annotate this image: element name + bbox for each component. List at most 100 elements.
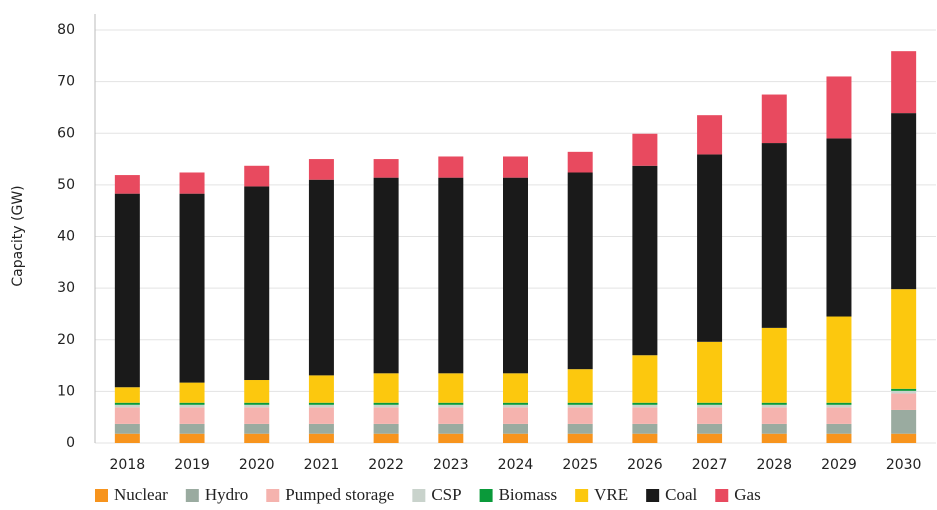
bar-segment bbox=[438, 156, 464, 178]
bar-segment bbox=[308, 407, 334, 424]
legend-swatch bbox=[479, 489, 493, 502]
legend-label: VRE bbox=[594, 485, 628, 504]
bar-segment bbox=[438, 177, 464, 374]
bar-segment bbox=[697, 423, 723, 434]
bar-segment bbox=[826, 76, 852, 139]
bar-segment bbox=[373, 159, 399, 178]
legend-swatch bbox=[412, 489, 426, 502]
bar-segment bbox=[826, 423, 852, 434]
bar-segment bbox=[503, 433, 528, 443]
legend-swatch bbox=[95, 489, 108, 502]
bar-segment bbox=[179, 172, 205, 194]
bar-segment bbox=[244, 404, 270, 408]
bar-segment bbox=[114, 433, 140, 443]
bar-segment bbox=[503, 407, 528, 424]
bar-segment bbox=[438, 407, 464, 424]
bar-segment bbox=[891, 433, 917, 443]
legend-swatch bbox=[266, 489, 280, 502]
bar-segment bbox=[697, 407, 723, 424]
bar-segment bbox=[438, 423, 464, 434]
bar-segment bbox=[632, 404, 658, 408]
bar-segment bbox=[761, 402, 787, 405]
bar-segment bbox=[244, 423, 270, 434]
bar-segment bbox=[114, 423, 140, 434]
bar-segment bbox=[632, 165, 658, 356]
bar-segment bbox=[114, 193, 140, 388]
x-tick-label: 2023 bbox=[433, 457, 469, 473]
bar-segment bbox=[373, 407, 399, 424]
bar-segment bbox=[567, 433, 593, 443]
bar-segment bbox=[826, 404, 852, 408]
bar-segment bbox=[891, 388, 917, 391]
bar-segment bbox=[761, 327, 787, 403]
bar-segment bbox=[891, 390, 917, 394]
bar-segment bbox=[308, 423, 334, 434]
legend-label: Nuclear bbox=[114, 485, 168, 504]
bar-segment bbox=[179, 407, 205, 424]
bar-segment bbox=[761, 94, 787, 144]
bar-segment bbox=[697, 154, 723, 342]
bar-segment bbox=[761, 433, 787, 443]
bar-segment bbox=[438, 373, 464, 403]
legend-swatch bbox=[715, 489, 729, 502]
bar-segment bbox=[114, 387, 140, 403]
bar-segment bbox=[567, 423, 593, 434]
bar-segment bbox=[761, 423, 787, 434]
bar-segment bbox=[308, 402, 334, 405]
bar-segment bbox=[567, 404, 593, 408]
legend-swatch bbox=[646, 489, 660, 502]
legend-label: CSP bbox=[431, 485, 461, 504]
bar-segment bbox=[503, 404, 528, 408]
x-tick-label: 2025 bbox=[562, 457, 598, 473]
x-tick-label: 2022 bbox=[368, 457, 404, 473]
bar-segment bbox=[826, 316, 852, 403]
bar-segment bbox=[632, 433, 658, 443]
bar-segment bbox=[179, 193, 205, 383]
bar-segment bbox=[567, 402, 593, 405]
bar-segment bbox=[697, 341, 723, 403]
bar-segment bbox=[826, 138, 852, 317]
bar-segment bbox=[244, 407, 270, 424]
bar-segment bbox=[308, 179, 334, 376]
bar-segment bbox=[373, 402, 399, 405]
bar-segment bbox=[567, 407, 593, 424]
bar-segment bbox=[503, 423, 528, 434]
bar-segment bbox=[373, 433, 399, 443]
bar-segment bbox=[891, 289, 917, 389]
x-tick-label: 2028 bbox=[756, 457, 792, 473]
bar-segment bbox=[373, 177, 399, 374]
bar-segment bbox=[114, 407, 140, 424]
bar-segment bbox=[114, 404, 140, 408]
bar-segment bbox=[503, 177, 528, 374]
bar-segment bbox=[244, 380, 270, 403]
x-tick-label: 2029 bbox=[821, 457, 857, 473]
bar-segment bbox=[697, 115, 723, 155]
legend-label: Coal bbox=[665, 485, 697, 504]
bar-segment bbox=[503, 402, 528, 405]
y-tick-label: 60 bbox=[57, 125, 75, 141]
bar-segment bbox=[826, 402, 852, 405]
bar-segment bbox=[244, 402, 270, 405]
x-tick-label: 2026 bbox=[627, 457, 663, 473]
bar-segment bbox=[179, 382, 205, 403]
x-tick-label: 2021 bbox=[304, 457, 340, 473]
bar-segment bbox=[761, 143, 787, 328]
y-tick-label: 20 bbox=[57, 332, 75, 348]
bar-segment bbox=[567, 151, 593, 173]
legend-label: Pumped storage bbox=[285, 485, 394, 504]
x-tick-label: 2018 bbox=[110, 457, 146, 473]
bar-segment bbox=[373, 373, 399, 403]
y-tick-label: 40 bbox=[57, 229, 75, 245]
bar-segment bbox=[373, 423, 399, 434]
bar-segment bbox=[891, 113, 917, 290]
bar-segment bbox=[761, 404, 787, 408]
bar-segment bbox=[179, 433, 205, 443]
bar-segment bbox=[179, 402, 205, 405]
bar-segment bbox=[632, 407, 658, 424]
bar-segment bbox=[244, 165, 270, 187]
bar-segment bbox=[179, 423, 205, 434]
bar-segment bbox=[891, 409, 917, 434]
bar-segment bbox=[697, 433, 723, 443]
legend-label: Biomass bbox=[499, 485, 558, 504]
